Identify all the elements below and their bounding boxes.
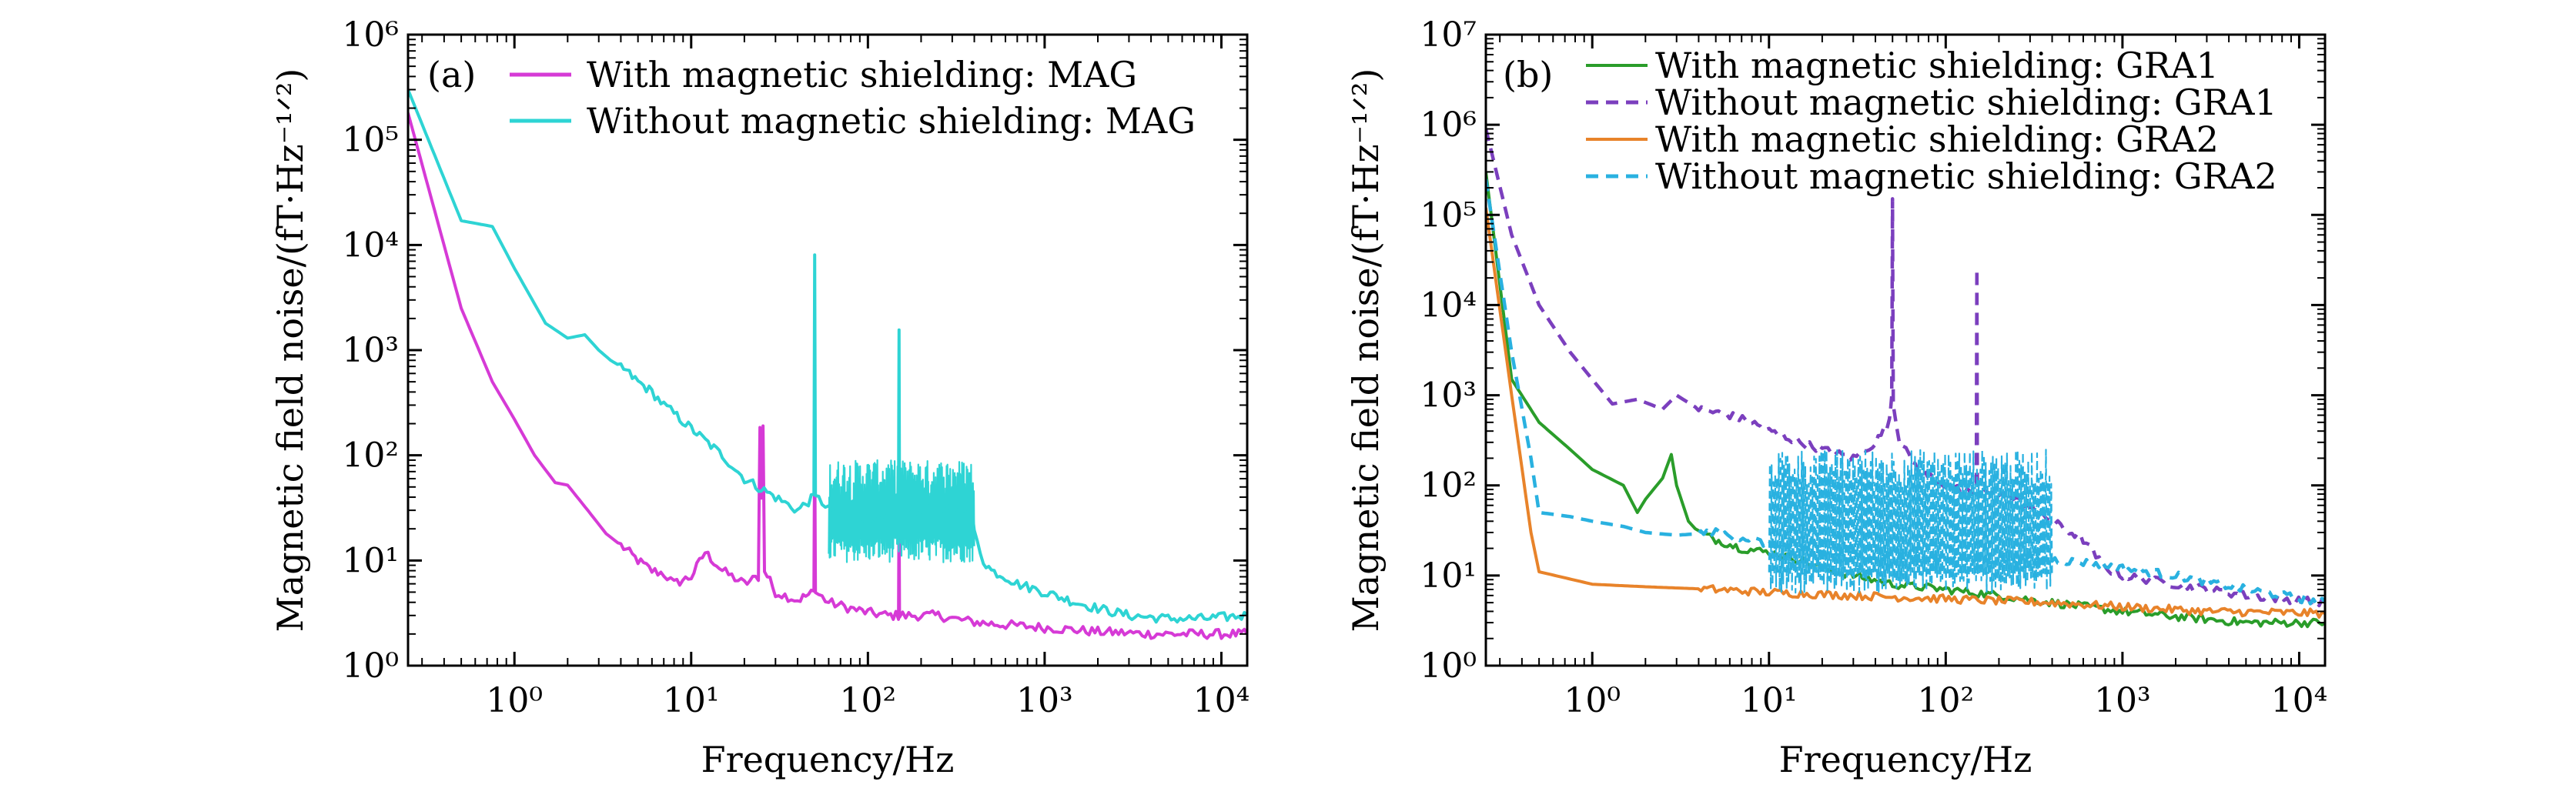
panel-a-label: (a): [427, 54, 476, 95]
legend-a-label-1: Without magnetic shielding: MAG: [587, 100, 1196, 142]
panel-b-ticks: 10⁰ 10¹ 10² 10³ 10⁴ 10⁰ 10¹ 10² 10³ 10⁴ 10⁵ 10⁶ 10⁷: [1420, 15, 2327, 720]
series-b-3-line: [1486, 179, 2325, 606]
panel-a-legend: With magnetic shielding: MAG Without mag…: [510, 54, 1196, 142]
y-tick-label-b-4: 10⁴: [1420, 285, 1477, 325]
series-b-2-line: [1486, 207, 2325, 619]
chart-panel-b: 10⁰ 10¹ 10² 10³ 10⁴10⁰10¹10²10³10⁴10⁵10⁶10⁷ …: [1345, 15, 2327, 780]
y-tick-label-b-6: 10⁶: [1420, 105, 1477, 145]
panel-b-series-group: [1486, 128, 2325, 629]
panel-b-label: (b): [1503, 54, 1553, 95]
x-tick-label-a-1: 10¹: [663, 681, 720, 720]
series-b-1-line: [1486, 128, 2325, 608]
x-tick-label-a-4: 10⁴: [1193, 681, 1250, 720]
x-tick-label-b-1: 10¹: [1741, 681, 1798, 720]
legend-b-label-3: Without magnetic shielding: GRA2: [1655, 155, 2277, 197]
y-tick-label-b-2: 10²: [1420, 466, 1477, 506]
y-tick-label-b-3: 10³: [1420, 376, 1477, 416]
panel-a-ticks: 10⁰ 10¹ 10² 10³ 10⁴ 10⁰ 10¹ 10² 10³ 10⁴ 10⁵ 10⁶: [342, 15, 1250, 720]
panel-a-x-axis-title: Frequency/Hz: [701, 739, 955, 780]
x-tick-label-b-0: 10⁰: [1564, 681, 1621, 720]
y-tick-label-a-5: 10⁵: [342, 121, 399, 160]
x-tick-label-a-3: 10³: [1016, 681, 1073, 720]
x-tick-label-b-2: 10²: [1918, 681, 1975, 720]
y-tick-label-a-2: 10²: [342, 436, 399, 476]
x-tick-label-b-3: 10³: [2094, 681, 2151, 720]
chart-panel-a: 10⁰ 10¹ 10² 10³ 10⁴ 10⁰ 10¹ 10² 10³ 10⁴ 10⁵ 10⁶ (a)…: [269, 15, 1250, 780]
y-tick-label-b-1: 10¹: [1420, 556, 1477, 596]
series-a-0-line: [408, 112, 1247, 640]
y-tick-label-b-7: 10⁷: [1420, 15, 1477, 55]
y-tick-label-b-0: 10⁰: [1420, 646, 1477, 686]
y-tick-label-a-0: 10⁰: [342, 646, 399, 686]
y-tick-label-a-3: 10³: [342, 331, 399, 370]
x-tick-label-a-2: 10²: [840, 681, 897, 720]
series-b-3-spike-band: [1768, 449, 2053, 594]
panel-b-y-axis-title: Magnetic field noise/(fT·Hz⁻¹ᐟ²): [1345, 68, 1387, 633]
panel-a-series-group: [408, 88, 1247, 640]
legend-b-label-2: With magnetic shielding: GRA2: [1655, 119, 2219, 160]
y-tick-label-a-1: 10¹: [342, 541, 399, 580]
y-tick-label-b-5: 10⁵: [1420, 195, 1477, 235]
panel-a-y-axis-title: Magnetic field noise/(fT·Hz⁻¹ᐟ²): [269, 68, 311, 633]
series-a-1-line: [408, 88, 1247, 624]
panel-b-axes-frame: [1484, 33, 2327, 667]
legend-a-label-0: With magnetic shielding: MAG: [587, 54, 1137, 95]
panel-b-legend: With magnetic shielding: GRA1 Without ma…: [1586, 45, 2277, 197]
series-b-0-line: [1486, 172, 2325, 629]
panel-b-x-axis-title: Frequency/Hz: [1779, 739, 2032, 780]
legend-b-label-0: With magnetic shielding: GRA1: [1655, 45, 2219, 86]
y-tick-label-a-6: 10⁶: [342, 15, 399, 55]
x-tick-label-a-0: 10⁰: [486, 681, 543, 720]
x-tick-label-b-4: 10⁴: [2271, 681, 2328, 720]
y-tick-label-a-4: 10⁴: [342, 225, 399, 265]
legend-b-label-1: Without magnetic shielding: GRA1: [1655, 82, 2277, 123]
